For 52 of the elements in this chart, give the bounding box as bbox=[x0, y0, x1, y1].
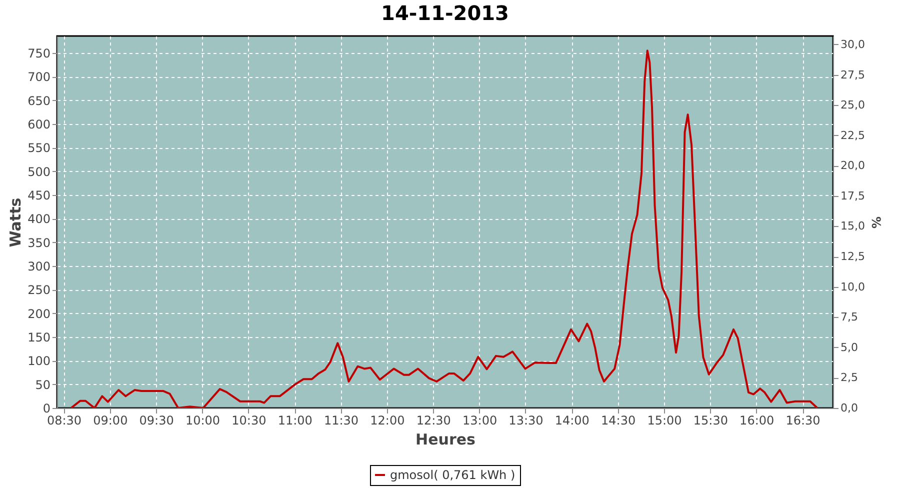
x-tick-label: 14:30 bbox=[601, 414, 636, 428]
y-tick-label: 750 bbox=[28, 46, 50, 61]
y2-tick-label: 12,5 bbox=[840, 250, 865, 264]
y2-tick-label: 15,0 bbox=[840, 220, 865, 233]
y2-tick-label: 17,5 bbox=[840, 189, 865, 202]
y-tick-label: 550 bbox=[28, 141, 50, 156]
legend-label: gmosol( 0,761 kWh ) bbox=[390, 468, 516, 482]
x-tick-label: 16:30 bbox=[786, 414, 820, 428]
y-tick-label: 600 bbox=[28, 118, 50, 132]
x-tick-label: 11:00 bbox=[278, 414, 312, 428]
y-axis-title: Watts bbox=[6, 198, 25, 248]
y2-tick-label: 30,0 bbox=[840, 38, 865, 51]
y2-tick-label: 25,0 bbox=[840, 98, 865, 112]
x-tick-label: 12:00 bbox=[370, 414, 405, 428]
y-tick-label: 350 bbox=[28, 236, 50, 250]
y-tick-label: 100 bbox=[28, 354, 50, 368]
x-tick-label: 10:00 bbox=[185, 414, 220, 428]
x-tick-label: 09:00 bbox=[93, 414, 128, 428]
x-tick-label: 12:30 bbox=[416, 414, 451, 428]
y-tick-label: 450 bbox=[28, 188, 50, 203]
y2-tick-label: 27,5 bbox=[840, 68, 865, 82]
y2-axis-title: % bbox=[868, 216, 883, 229]
y2-tick-label: 22,5 bbox=[840, 128, 865, 142]
x-tick-label: 13:30 bbox=[508, 414, 544, 428]
y-tick-label: 200 bbox=[28, 306, 50, 321]
y-tick-label: 500 bbox=[28, 164, 50, 179]
y-tick-label: 250 bbox=[28, 283, 50, 298]
y-tick-label: 0 bbox=[42, 402, 50, 416]
y-tick-label: 400 bbox=[28, 212, 50, 226]
x-tick-label: 16:00 bbox=[740, 414, 774, 428]
x-tick-label: 09:30 bbox=[139, 414, 174, 428]
chart-title: 14-11-2013 bbox=[381, 1, 509, 25]
y-tick-label: 300 bbox=[28, 260, 50, 274]
y2-tick-label: 2,5 bbox=[840, 371, 858, 384]
x-tick-label: 13:00 bbox=[462, 414, 498, 428]
x-tick-label: 15:00 bbox=[647, 414, 682, 428]
line-series bbox=[70, 50, 818, 408]
y-tick-label: 50 bbox=[35, 378, 50, 392]
y-tick-label: 150 bbox=[28, 330, 50, 345]
y2-tick-label: 5,0 bbox=[840, 340, 858, 354]
x-tick-label: 10:30 bbox=[232, 414, 266, 428]
y2-tick-label: 10,0 bbox=[840, 280, 865, 294]
x-tick-label: 11:30 bbox=[324, 414, 359, 428]
x-tick-label: 14:00 bbox=[554, 414, 590, 428]
y-tick-label: 700 bbox=[28, 70, 50, 84]
x-tick-label: 15:30 bbox=[693, 414, 728, 428]
x-tick-label: 08:30 bbox=[46, 414, 82, 428]
y2-tick-label: 20,0 bbox=[840, 159, 865, 172]
x-axis-title: Heures bbox=[416, 430, 476, 448]
y-tick-label: 650 bbox=[28, 94, 50, 108]
y2-tick-label: 7,5 bbox=[840, 310, 858, 324]
y2-tick-label: 0,0 bbox=[840, 402, 858, 414]
